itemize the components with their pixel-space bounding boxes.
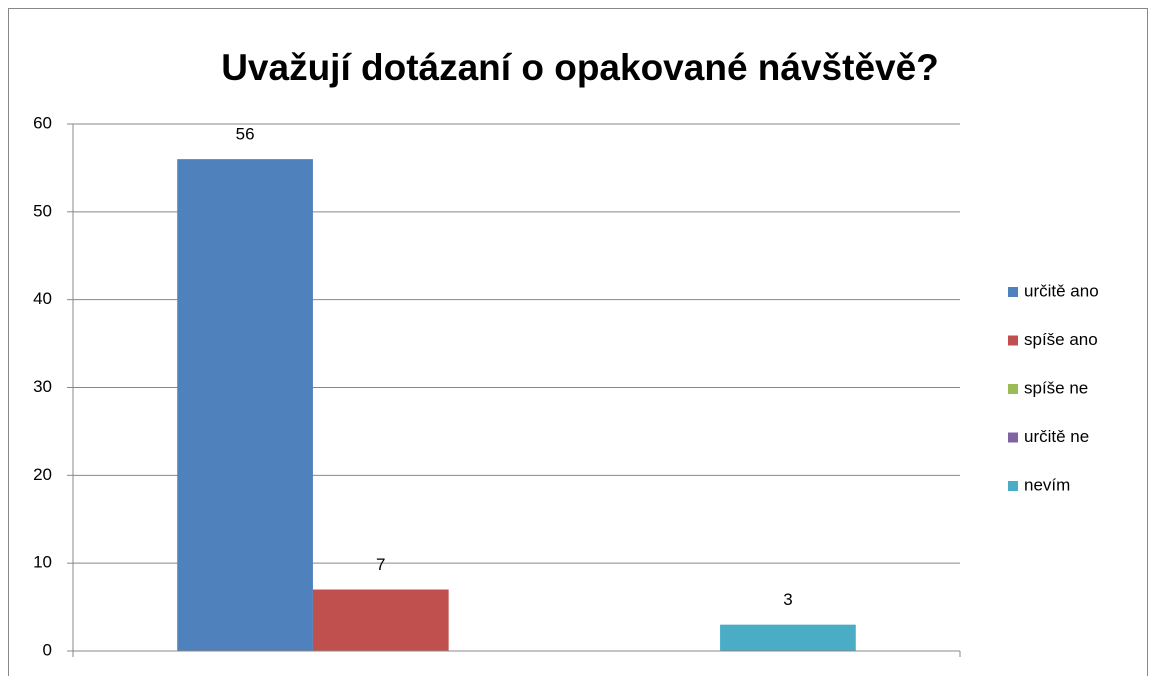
data-label: 7 <box>376 555 385 574</box>
legend-swatch <box>1008 384 1018 394</box>
bar <box>312 589 449 651</box>
legend-label: spíše ano <box>1024 330 1098 349</box>
legend-label: určitě ne <box>1024 427 1089 446</box>
y-tick-label: 50 <box>33 201 52 220</box>
data-label: 3 <box>783 590 792 609</box>
y-tick-label: 60 <box>33 113 52 132</box>
legend-swatch <box>1008 335 1018 346</box>
y-tick-label: 20 <box>33 465 52 484</box>
data-label: 56 <box>236 125 255 144</box>
chart-title: Uvažují dotázaní o opakované návštěvě? <box>221 47 939 88</box>
y-tick-label: 10 <box>33 553 52 572</box>
legend-swatch <box>1008 287 1018 297</box>
bar <box>177 159 313 651</box>
y-tick-label: 0 <box>43 640 52 659</box>
legend-label: určitě ano <box>1024 281 1099 300</box>
legend-swatch <box>1008 432 1018 443</box>
bar <box>720 624 856 651</box>
y-tick-label: 40 <box>33 289 52 308</box>
legend-swatch <box>1008 481 1018 491</box>
legend-label: nevím <box>1024 475 1070 494</box>
y-tick-label: 30 <box>33 377 52 396</box>
legend-label: spíše ne <box>1024 378 1088 397</box>
